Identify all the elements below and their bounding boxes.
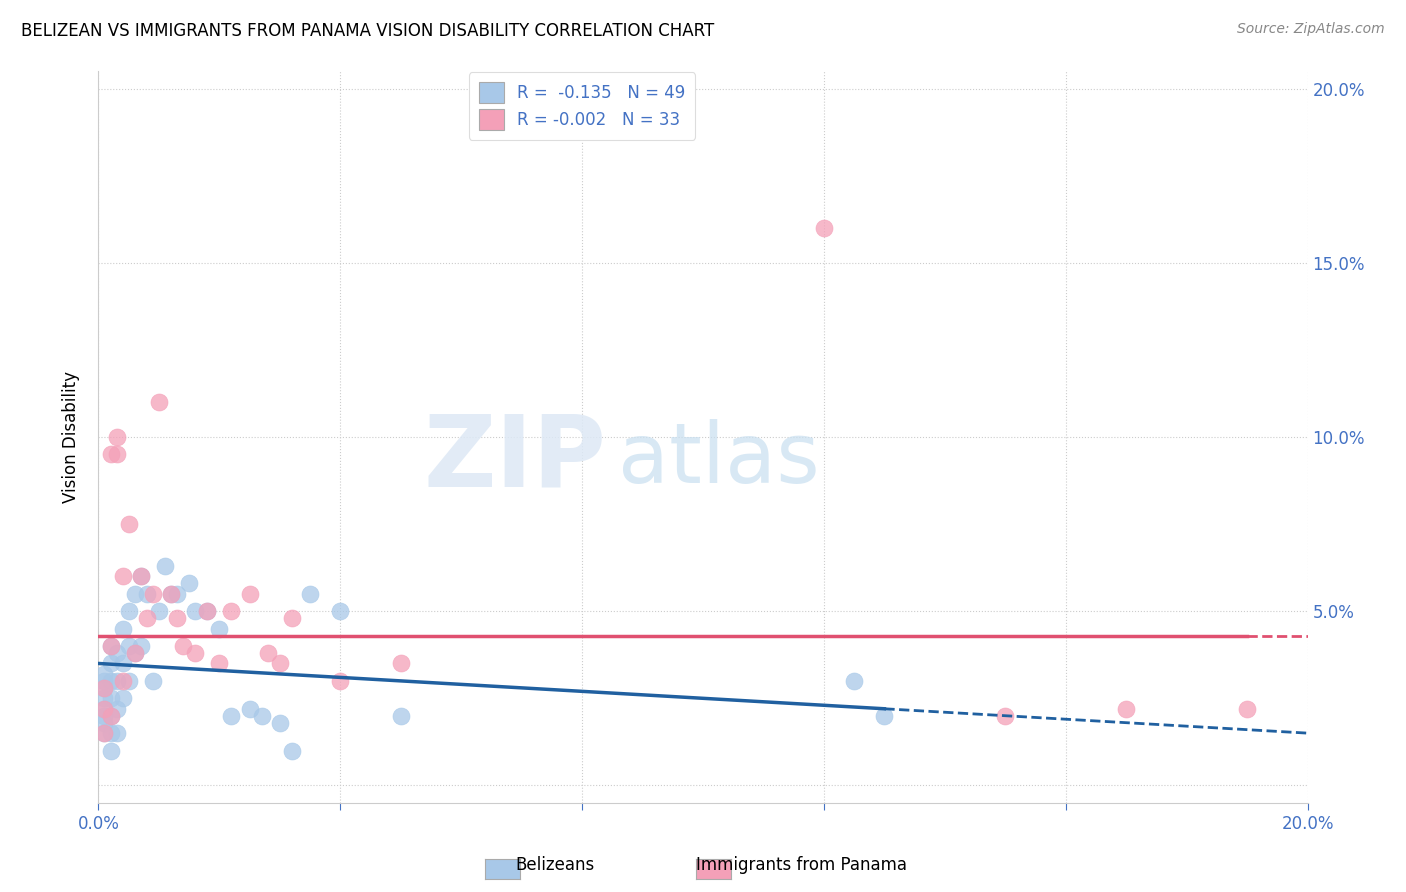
Point xyxy=(93,673,115,688)
Point xyxy=(221,604,243,618)
Point xyxy=(93,726,115,740)
Point xyxy=(111,569,134,583)
Point xyxy=(118,517,141,532)
Legend: R =  -0.135   N = 49, R = -0.002   N = 33: R = -0.135 N = 49, R = -0.002 N = 33 xyxy=(468,72,696,140)
Text: BELIZEAN VS IMMIGRANTS FROM PANAMA VISION DISABILITY CORRELATION CHART: BELIZEAN VS IMMIGRANTS FROM PANAMA VISIO… xyxy=(21,22,714,40)
Point xyxy=(124,646,146,660)
Point xyxy=(142,587,165,601)
Point xyxy=(135,587,157,601)
Y-axis label: Vision Disability: Vision Disability xyxy=(62,371,80,503)
Point xyxy=(873,708,896,723)
Point xyxy=(129,569,152,583)
Point xyxy=(105,673,128,688)
Point xyxy=(111,622,134,636)
Point xyxy=(111,657,134,671)
Point xyxy=(100,657,122,671)
Point xyxy=(269,657,291,671)
Point xyxy=(813,221,835,235)
Point xyxy=(221,708,243,723)
Point xyxy=(100,639,122,653)
Point xyxy=(129,639,152,653)
Point xyxy=(166,587,188,601)
Point xyxy=(166,611,188,625)
Point xyxy=(93,726,115,740)
Point xyxy=(239,587,262,601)
Point xyxy=(93,681,115,695)
Point xyxy=(100,448,122,462)
Point xyxy=(184,604,207,618)
Point xyxy=(105,726,128,740)
Point xyxy=(118,673,141,688)
Point xyxy=(93,708,115,723)
Point xyxy=(160,587,183,601)
Text: ZIP: ZIP xyxy=(423,410,606,508)
Point xyxy=(93,667,115,681)
Point xyxy=(100,726,122,740)
Point xyxy=(111,691,134,706)
Point xyxy=(129,569,152,583)
Point xyxy=(135,611,157,625)
Point xyxy=(105,430,128,444)
Point xyxy=(124,587,146,601)
Point xyxy=(281,611,304,625)
Point xyxy=(208,657,231,671)
Point xyxy=(844,673,866,688)
Point xyxy=(172,639,194,653)
Point xyxy=(153,558,176,573)
Point xyxy=(160,587,183,601)
Point xyxy=(100,743,122,757)
Point xyxy=(195,604,218,618)
Point xyxy=(124,646,146,660)
Point xyxy=(142,673,165,688)
Point xyxy=(118,604,141,618)
Point xyxy=(329,604,352,618)
Point xyxy=(100,673,122,688)
Text: Belizeans: Belizeans xyxy=(516,855,595,873)
Point xyxy=(1236,702,1258,716)
Point xyxy=(148,395,170,409)
Point xyxy=(184,646,207,660)
Point xyxy=(93,691,115,706)
Point xyxy=(389,708,412,723)
Point xyxy=(100,691,122,706)
Point xyxy=(299,587,322,601)
Point xyxy=(195,604,218,618)
Point xyxy=(281,743,304,757)
Point xyxy=(93,715,115,730)
Point xyxy=(269,715,291,730)
Point xyxy=(208,622,231,636)
Text: atlas: atlas xyxy=(619,418,820,500)
Point xyxy=(239,702,262,716)
Point xyxy=(389,657,412,671)
Point xyxy=(250,708,273,723)
Point xyxy=(111,673,134,688)
Point xyxy=(93,702,115,716)
Point xyxy=(100,708,122,723)
Point xyxy=(93,702,115,716)
Point xyxy=(256,646,278,660)
Point xyxy=(93,681,115,695)
Point xyxy=(329,673,352,688)
Text: Immigrants from Panama: Immigrants from Panama xyxy=(696,855,907,873)
Point xyxy=(148,604,170,618)
Point xyxy=(1115,702,1137,716)
Point xyxy=(105,448,128,462)
Point xyxy=(118,639,141,653)
Point xyxy=(179,576,201,591)
Point xyxy=(105,702,128,716)
Point xyxy=(100,639,122,653)
Point xyxy=(105,646,128,660)
Point xyxy=(994,708,1017,723)
Text: Source: ZipAtlas.com: Source: ZipAtlas.com xyxy=(1237,22,1385,37)
Point xyxy=(100,708,122,723)
